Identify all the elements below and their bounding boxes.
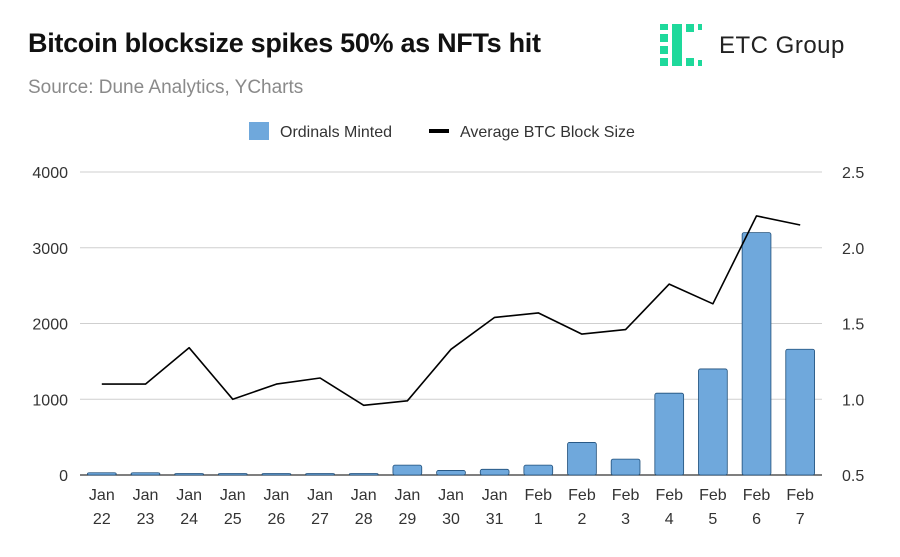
y-right-tick-label: 2.5 bbox=[842, 165, 864, 182]
bar-ordinals bbox=[348, 473, 379, 476]
y-right-tick-label: 2.0 bbox=[842, 241, 864, 258]
bar-ordinals bbox=[479, 468, 510, 476]
x-tick-label-day: 24 bbox=[180, 511, 198, 528]
y-left-tick-label: 3000 bbox=[32, 241, 68, 258]
bar-ordinals bbox=[785, 348, 815, 476]
x-tick-label-month: Feb bbox=[786, 487, 814, 504]
bar-ordinals bbox=[392, 464, 423, 476]
legend-swatch-ordinals bbox=[249, 122, 269, 140]
bar-ordinals bbox=[610, 458, 641, 476]
x-tick-label-day: 28 bbox=[355, 511, 373, 528]
x-tick-label-day: 25 bbox=[224, 511, 242, 528]
x-tick-label-day: 1 bbox=[534, 511, 543, 528]
x-tick-label-month: Jan bbox=[176, 487, 202, 504]
x-tick-label-day: 7 bbox=[796, 511, 805, 528]
bar-ordinals bbox=[217, 473, 248, 476]
bar-ordinals bbox=[130, 472, 161, 476]
chart-title: Bitcoin blocksize spikes 50% as NFTs hit bbox=[28, 28, 541, 58]
x-tick-label-month: Jan bbox=[264, 487, 290, 504]
y-left-tick-label: 2000 bbox=[32, 317, 68, 334]
x-tick-label-month: Jan bbox=[133, 487, 159, 504]
bar-ordinals bbox=[174, 473, 204, 476]
chart-source: Source: Dune Analytics, YCharts bbox=[28, 77, 304, 98]
y-left-tick-label: 4000 bbox=[32, 165, 68, 182]
x-tick-label-month: Feb bbox=[525, 487, 553, 504]
x-tick-label-day: 27 bbox=[311, 511, 329, 528]
bar-ordinals bbox=[261, 473, 292, 476]
y-right-tick-label: 0.5 bbox=[842, 468, 864, 485]
bar-ordinals bbox=[567, 442, 597, 476]
x-tick-label-month: Jan bbox=[394, 487, 420, 504]
x-tick-label-month: Feb bbox=[743, 487, 771, 504]
x-tick-label-day: 26 bbox=[268, 511, 286, 528]
y-left-tick-label: 1000 bbox=[32, 392, 68, 409]
bar-ordinals bbox=[523, 464, 554, 476]
x-tick-label-day: 3 bbox=[621, 511, 630, 528]
line-avg-block-size bbox=[101, 215, 801, 407]
etc-group-logo: ETC Group bbox=[656, 22, 886, 70]
logo-text: ETC Group bbox=[719, 32, 845, 59]
etc-logo-icon bbox=[660, 24, 702, 66]
x-tick-label-month: Jan bbox=[351, 487, 377, 504]
bar-ordinals bbox=[87, 472, 117, 476]
x-tick-label-day: 5 bbox=[708, 511, 717, 528]
bar-ordinals bbox=[698, 368, 728, 476]
x-tick-label-month: Feb bbox=[699, 487, 727, 504]
bar-ordinals bbox=[305, 473, 335, 476]
x-tick-label-day: 23 bbox=[137, 511, 155, 528]
x-tick-label-day: 31 bbox=[486, 511, 504, 528]
x-tick-label-day: 29 bbox=[398, 511, 416, 528]
x-tick-label-month: Feb bbox=[568, 487, 596, 504]
legend: Ordinals Minted Average BTC Block Size bbox=[249, 122, 635, 141]
legend-label-block-size: Average BTC Block Size bbox=[460, 124, 635, 141]
bar-ordinals bbox=[741, 232, 772, 476]
y-left-tick-label: 0 bbox=[59, 468, 68, 485]
x-tick-label-day: 6 bbox=[752, 511, 761, 528]
x-tick-label-month: Feb bbox=[655, 487, 683, 504]
y-right-tick-label: 1.0 bbox=[842, 392, 864, 409]
x-tick-label-day: 22 bbox=[93, 511, 111, 528]
legend-swatch-block-size bbox=[429, 129, 449, 133]
x-tick-label-month: Feb bbox=[612, 487, 640, 504]
x-tick-label-day: 4 bbox=[665, 511, 674, 528]
x-tick-label-month: Jan bbox=[220, 487, 246, 504]
x-tick-label-month: Jan bbox=[307, 487, 333, 504]
x-tick-label-month: Jan bbox=[482, 487, 508, 504]
x-tick-label-month: Jan bbox=[438, 487, 464, 504]
bar-ordinals bbox=[436, 470, 466, 476]
bar-ordinals bbox=[654, 392, 685, 476]
x-tick-label-month: Jan bbox=[89, 487, 115, 504]
x-tick-label-day: 2 bbox=[577, 511, 586, 528]
x-tick-label-day: 30 bbox=[442, 511, 460, 528]
legend-label-ordinals: Ordinals Minted bbox=[280, 124, 392, 141]
y-right-tick-label: 1.5 bbox=[842, 317, 864, 334]
